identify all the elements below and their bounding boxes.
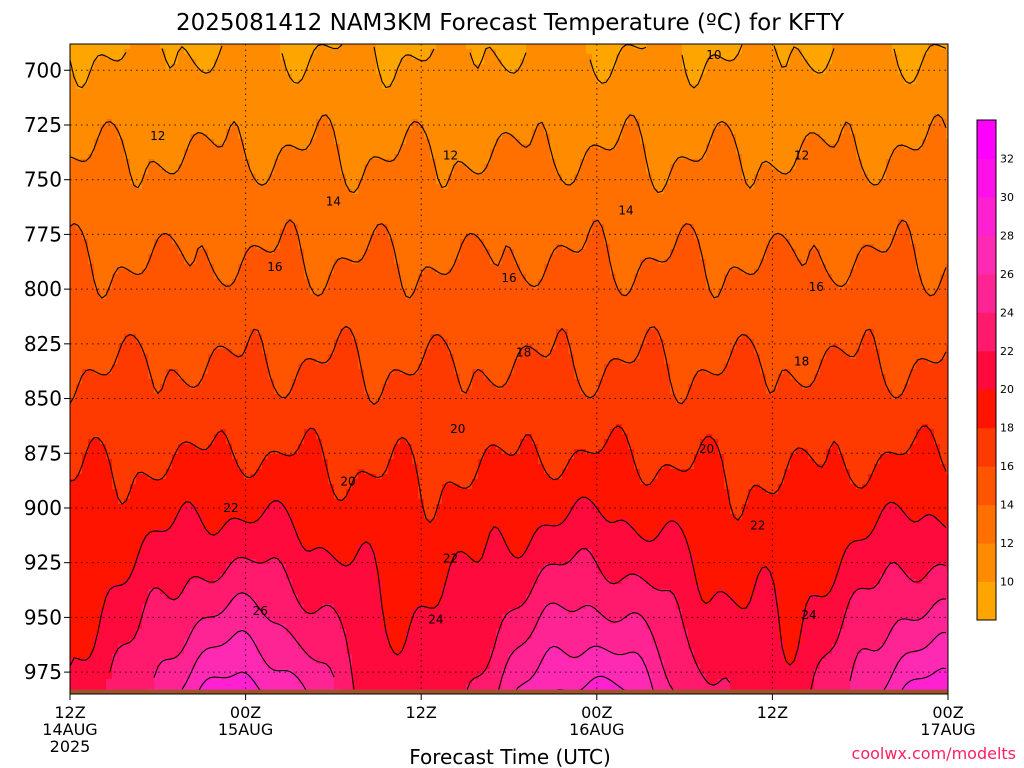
colorbar-label: 12 bbox=[1000, 537, 1014, 550]
contour-label: 20 bbox=[340, 475, 355, 489]
colorbar-label: 18 bbox=[1000, 422, 1014, 435]
colorbar-segment bbox=[977, 543, 996, 583]
colorbar-label: 24 bbox=[1000, 306, 1014, 319]
colorbar-label: 16 bbox=[1000, 460, 1014, 473]
colorbar-segment bbox=[977, 196, 996, 236]
y-tick-label: 850 bbox=[24, 387, 62, 411]
plot-frame bbox=[69, 43, 949, 695]
x-tick-label: 15AUG bbox=[218, 720, 273, 739]
colorbar-segment bbox=[977, 466, 996, 506]
contour-label: 18 bbox=[516, 346, 531, 360]
y-tick-label: 875 bbox=[24, 441, 62, 465]
contour-label: 12 bbox=[150, 129, 165, 143]
colorbar-segment bbox=[977, 389, 996, 429]
contour-lines bbox=[70, 44, 947, 694]
colorbar-segment bbox=[977, 273, 996, 313]
x-tick-label: 12Z bbox=[54, 703, 85, 722]
contour-label: 24 bbox=[801, 608, 816, 622]
credit-text[interactable]: coolwx.com/modelts bbox=[852, 744, 1016, 763]
contour-label: 14 bbox=[326, 195, 341, 209]
contour-label: 12 bbox=[443, 149, 458, 163]
contour-label: 26 bbox=[253, 604, 268, 618]
x-tick-label: 12Z bbox=[406, 703, 437, 722]
chart-title: 2025081412 NAM3KM Forecast Temperature (… bbox=[176, 10, 845, 36]
contour-label: 16 bbox=[809, 280, 824, 294]
ground-fill bbox=[70, 689, 948, 694]
colorbar-label: 14 bbox=[1000, 499, 1014, 512]
y-axis: 700 725 750 775 800 825 850 875 900 925 950 975 bbox=[24, 58, 70, 684]
x-tick-label: 00Z bbox=[230, 703, 261, 722]
contour-line-12 bbox=[70, 114, 947, 194]
contour-label: 14 bbox=[618, 203, 633, 217]
y-tick-label: 750 bbox=[24, 168, 62, 192]
colorbar-segment bbox=[977, 312, 996, 352]
x-tick-label: 17AUG bbox=[920, 720, 975, 739]
contour-label: 22 bbox=[223, 501, 238, 515]
colorbar-label: 30 bbox=[1000, 191, 1014, 204]
contour-line-18 bbox=[70, 425, 947, 524]
colorbar-label: 32 bbox=[1000, 152, 1014, 165]
ground-surface bbox=[70, 689, 948, 694]
colorbar-frame bbox=[976, 119, 997, 621]
x-tick-label: 00Z bbox=[581, 703, 612, 722]
x-axis-label: Forecast Time (UTC) bbox=[409, 745, 611, 768]
colorbar-segment bbox=[977, 350, 996, 390]
contour-label: 10 bbox=[706, 48, 721, 62]
contour-line-24 bbox=[153, 592, 947, 692]
contour-line-22 bbox=[109, 548, 947, 694]
y-tick-label: 800 bbox=[24, 277, 62, 301]
y-tick-label: 900 bbox=[24, 496, 62, 520]
colorbar-label: 20 bbox=[1000, 383, 1014, 396]
contour-line-16 bbox=[70, 325, 947, 405]
contour-label: 22 bbox=[750, 518, 765, 532]
colorbar-segment bbox=[977, 504, 996, 544]
contour-label: 18 bbox=[794, 354, 809, 368]
colorbar-segment bbox=[977, 235, 996, 275]
y-tick-label: 925 bbox=[24, 551, 62, 575]
colorbar-segment bbox=[977, 158, 996, 198]
contour-line-14 bbox=[70, 219, 947, 299]
colorbar-label: 26 bbox=[1000, 268, 1014, 281]
contour-label: 16 bbox=[267, 260, 282, 274]
y-tick-label: 825 bbox=[24, 332, 62, 356]
colorbar: 10 12 14 16 18 20 22 24 26 28 30 32 bbox=[976, 119, 1014, 621]
y-tick-label: 700 bbox=[24, 58, 62, 82]
contour-label: 22 bbox=[443, 551, 458, 565]
contour-labels: 10 12 12 12 14 14 16 16 16 18 18 20 20 20 22 22 22 24 24 26 bbox=[150, 48, 824, 627]
contour-label: 20 bbox=[699, 442, 714, 456]
x-tick-label: 14AUG bbox=[42, 720, 97, 739]
contour-label: 24 bbox=[428, 613, 443, 627]
colorbar-label: 28 bbox=[1000, 229, 1014, 242]
contour-line-26 bbox=[181, 629, 947, 694]
y-tick-label: 775 bbox=[24, 222, 62, 246]
contour-line-20 bbox=[70, 496, 947, 667]
y-tick-label: 975 bbox=[24, 660, 62, 684]
contour-label: 12 bbox=[794, 149, 809, 163]
colorbar-segment bbox=[977, 120, 996, 159]
colorbar-segment bbox=[977, 581, 996, 621]
plot-area bbox=[70, 44, 948, 694]
y-tick-label: 950 bbox=[24, 605, 62, 629]
colorbar-label: 22 bbox=[1000, 345, 1014, 358]
x-tick-label: 16AUG bbox=[569, 720, 624, 739]
contour-line-10 bbox=[70, 44, 947, 89]
x-tick-label: 00Z bbox=[932, 703, 963, 722]
x-tick-label: 2025 bbox=[50, 737, 91, 756]
x-tick-label: 12Z bbox=[757, 703, 788, 722]
colorbar-segment bbox=[977, 427, 996, 467]
colorbar-label: 10 bbox=[1000, 576, 1014, 589]
contour-label: 16 bbox=[501, 271, 516, 285]
y-tick-label: 725 bbox=[24, 113, 62, 137]
contour-label: 20 bbox=[450, 422, 465, 436]
